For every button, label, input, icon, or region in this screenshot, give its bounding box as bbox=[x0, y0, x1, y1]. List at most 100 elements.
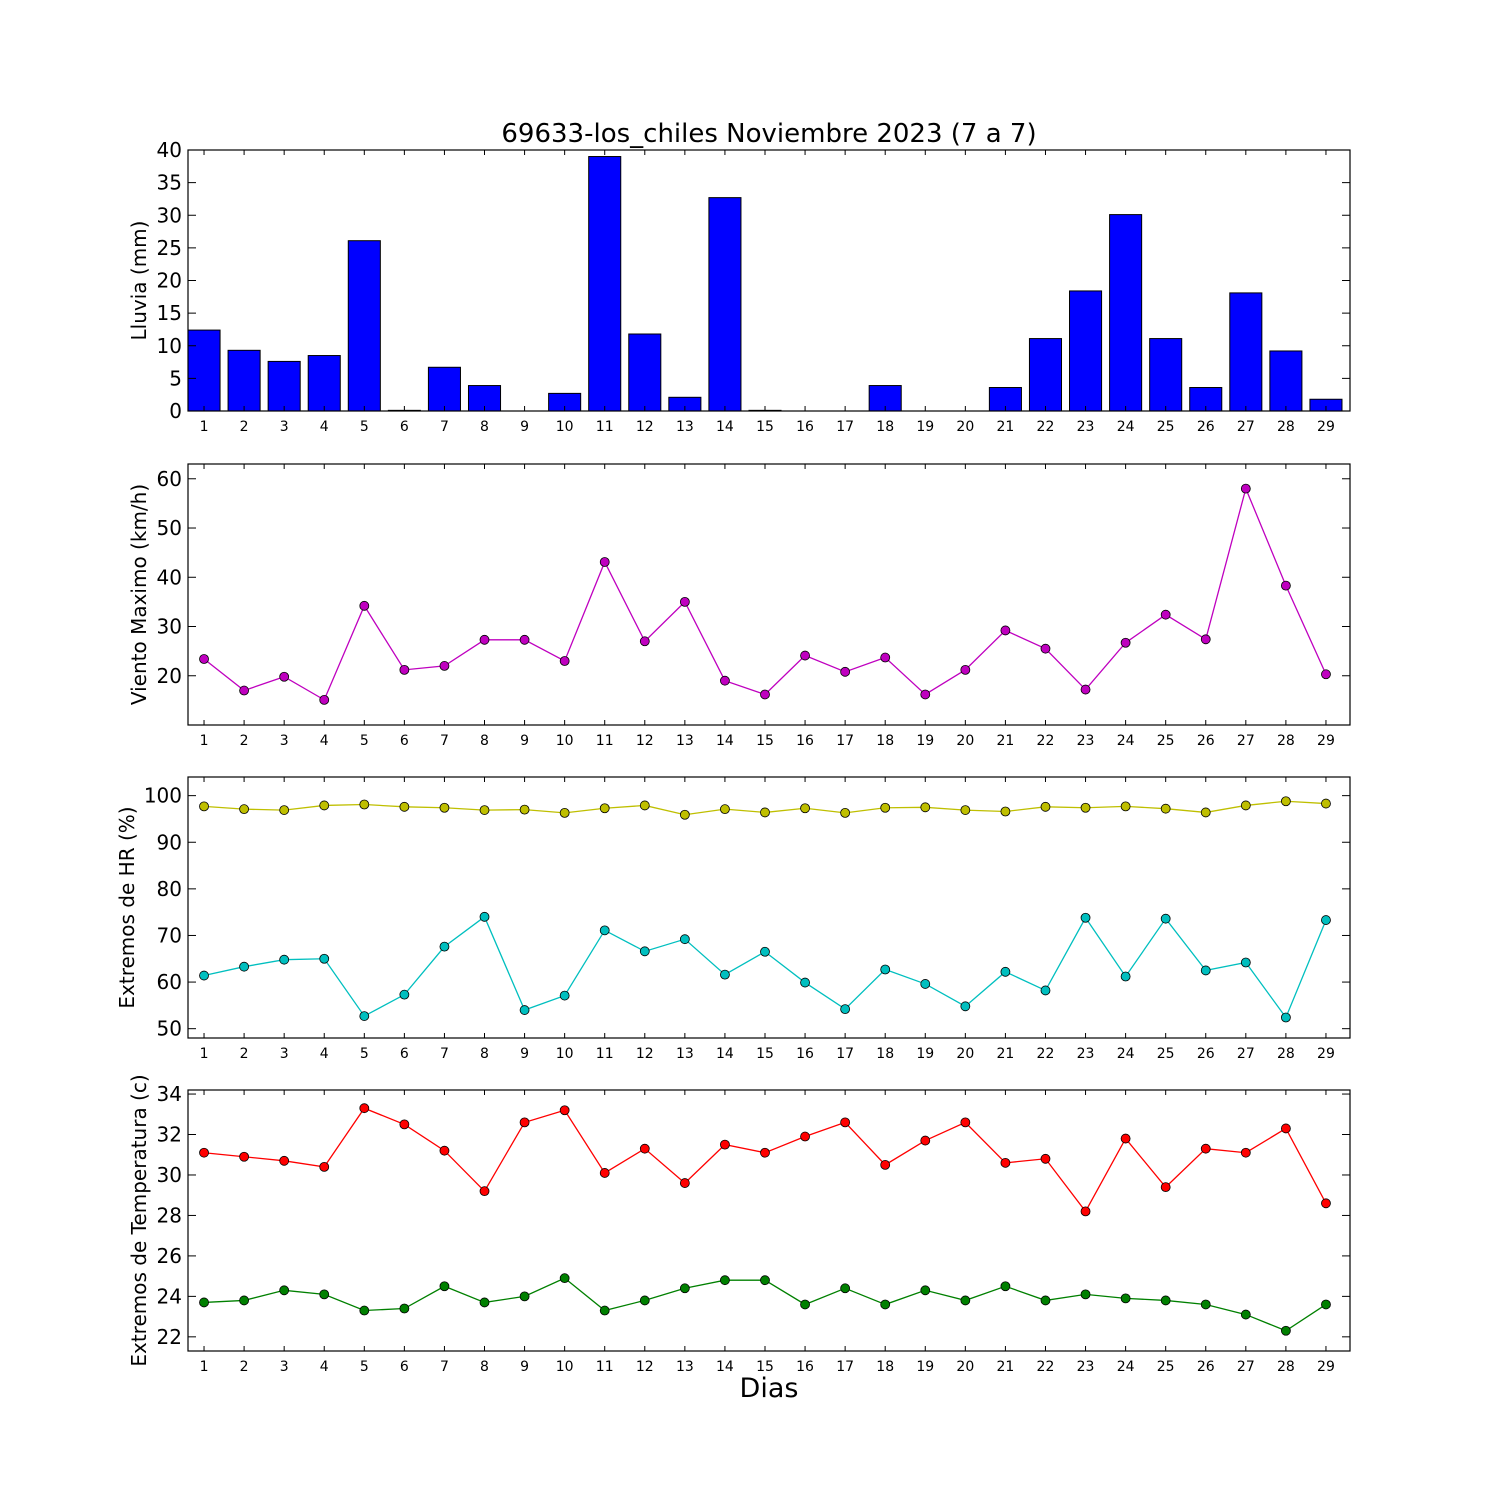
x-tick-label-16: 16 bbox=[796, 419, 814, 435]
series-1-point-day-4 bbox=[319, 800, 330, 811]
series-2-point-day-4 bbox=[319, 1289, 330, 1300]
series-1-point-day-29 bbox=[1321, 1198, 1331, 1209]
y-tick-label-60: 60 bbox=[157, 467, 182, 491]
series-1-point-day-17 bbox=[840, 666, 851, 677]
x-tick-label-27: 27 bbox=[1237, 1046, 1255, 1062]
series-2-point-day-7 bbox=[439, 941, 450, 952]
series-1-point-day-15 bbox=[760, 807, 770, 818]
series-1-point-day-4 bbox=[319, 1161, 330, 1172]
panel-1: 1 2 3 4 5 6 7 8 9 10 11 12 13 14 15 16 17 18 19 20 21 22 23 24 2… bbox=[127, 138, 1351, 435]
series-2-point-day-29 bbox=[1321, 1299, 1331, 1310]
series-2-point-day-2 bbox=[239, 1295, 250, 1306]
series-1-point-day-6 bbox=[399, 801, 410, 812]
series-1-point-day-3 bbox=[279, 1155, 290, 1166]
series-1-point-day-15 bbox=[760, 1147, 770, 1158]
series-2-point-day-25 bbox=[1160, 1295, 1171, 1306]
x-tick-label-7: 7 bbox=[440, 419, 449, 435]
series-2-point-day-12 bbox=[639, 1295, 650, 1306]
x-tick-label-20: 20 bbox=[956, 1359, 974, 1375]
y-tick-label-90: 90 bbox=[157, 830, 182, 854]
series-2-point-day-24 bbox=[1120, 971, 1131, 982]
x-tick-label-11: 11 bbox=[596, 1046, 614, 1062]
x-tick-label-7: 7 bbox=[440, 1046, 449, 1062]
series-2-point-day-7 bbox=[439, 1281, 450, 1292]
x-tick-label-28: 28 bbox=[1277, 419, 1295, 435]
x-tick-label-14: 14 bbox=[716, 1359, 734, 1375]
x-tick-label-2: 2 bbox=[240, 733, 249, 749]
x-tick-label-28: 28 bbox=[1277, 1359, 1295, 1375]
x-tick-label-17: 17 bbox=[836, 419, 854, 435]
x-tick-label-8: 8 bbox=[480, 1046, 489, 1062]
y-tick-label-10: 10 bbox=[157, 334, 182, 358]
series-2-point-day-29 bbox=[1321, 915, 1331, 925]
series-1-point-day-25 bbox=[1160, 1182, 1171, 1193]
x-tick-label-4: 4 bbox=[320, 733, 329, 749]
x-tick-label-9: 9 bbox=[520, 419, 529, 435]
x-tick-label-24: 24 bbox=[1117, 1046, 1135, 1062]
x-tick-label-6: 6 bbox=[400, 1359, 409, 1375]
series-1-point-day-12 bbox=[639, 636, 650, 647]
x-tick-label-3: 3 bbox=[280, 1359, 289, 1375]
y-tick-label-22: 22 bbox=[157, 1325, 182, 1349]
x-tick-label-11: 11 bbox=[596, 733, 614, 749]
series-2-point-day-5 bbox=[359, 1305, 370, 1316]
series-1-point-day-11 bbox=[599, 803, 610, 814]
series-1-point-day-18 bbox=[880, 1159, 891, 1170]
x-tick-label-27: 27 bbox=[1237, 1359, 1255, 1375]
x-tick-label-1: 1 bbox=[200, 1046, 209, 1062]
series-1-point-day-20 bbox=[960, 1117, 971, 1128]
y-tick-label-30: 30 bbox=[157, 615, 182, 639]
x-tick-label-28: 28 bbox=[1277, 733, 1295, 749]
y-tick-label-30: 30 bbox=[157, 203, 182, 227]
x-tick-label-12: 12 bbox=[636, 1046, 654, 1062]
series-2-point-day-28 bbox=[1280, 1325, 1291, 1336]
x-tick-label-14: 14 bbox=[716, 419, 734, 435]
x-tick-label-25: 25 bbox=[1157, 733, 1175, 749]
y-axis-label: Extremos de Temperatura (c) bbox=[127, 1074, 151, 1366]
x-tick-label-17: 17 bbox=[836, 1046, 854, 1062]
series-1-point-day-7 bbox=[439, 661, 450, 671]
series-1-point-day-28 bbox=[1280, 580, 1291, 591]
series-2-point-day-16 bbox=[800, 977, 810, 988]
series-1-point-day-19 bbox=[920, 802, 931, 813]
x-tick-label-15: 15 bbox=[756, 419, 774, 435]
x-tick-label-10: 10 bbox=[556, 419, 574, 435]
x-tick-label-18: 18 bbox=[876, 1359, 894, 1375]
x-tick-label-13: 13 bbox=[676, 733, 694, 749]
series-1-point-day-23 bbox=[1080, 802, 1091, 813]
x-tick-label-16: 16 bbox=[796, 733, 814, 749]
plot-frame bbox=[187, 776, 1351, 1039]
series-2-point-day-1 bbox=[199, 970, 209, 981]
series-1-point-day-5 bbox=[359, 799, 370, 810]
series-1-point-day-7 bbox=[439, 1145, 450, 1156]
series-2-point-day-13 bbox=[679, 1283, 690, 1294]
series-2-point-day-3 bbox=[279, 954, 290, 965]
x-tick-label-14: 14 bbox=[716, 1046, 734, 1062]
x-tick-label-24: 24 bbox=[1117, 419, 1135, 435]
series-2-point-day-9 bbox=[519, 1005, 530, 1015]
series-2-point-day-15 bbox=[760, 946, 770, 957]
series-1-point-day-10 bbox=[559, 807, 570, 818]
y-tick-label-100: 100 bbox=[144, 784, 182, 808]
chart-panels: 1 2 3 4 5 6 7 8 9 10 11 12 13 14 15 16 17 18 19 20 21 22 23 24 2… bbox=[115, 138, 1351, 1375]
series-1-point-day-17 bbox=[840, 1117, 851, 1128]
x-tick-label-29: 29 bbox=[1317, 1359, 1335, 1375]
x-tick-label-9: 9 bbox=[520, 1359, 529, 1375]
series-2-point-day-8 bbox=[479, 911, 490, 922]
series-2-point-day-1 bbox=[199, 1297, 209, 1308]
x-tick-label-8: 8 bbox=[480, 1359, 489, 1375]
series-2-point-day-11 bbox=[599, 1305, 610, 1316]
y-tick-label-26: 26 bbox=[157, 1244, 182, 1268]
series-2-point-day-22 bbox=[1040, 1295, 1051, 1306]
series-2-point-day-26 bbox=[1200, 965, 1211, 976]
x-tick-label-20: 20 bbox=[956, 1046, 974, 1062]
y-tick-label-70: 70 bbox=[157, 923, 182, 947]
series-2-point-day-9 bbox=[519, 1291, 530, 1302]
series-1-point-day-16 bbox=[800, 650, 810, 661]
series-2-point-day-20 bbox=[960, 1295, 971, 1306]
x-tick-label-2: 2 bbox=[240, 419, 249, 435]
series-2-point-day-13 bbox=[679, 934, 690, 945]
series-2-point-day-8 bbox=[479, 1297, 490, 1308]
x-tick-label-16: 16 bbox=[796, 1046, 814, 1062]
